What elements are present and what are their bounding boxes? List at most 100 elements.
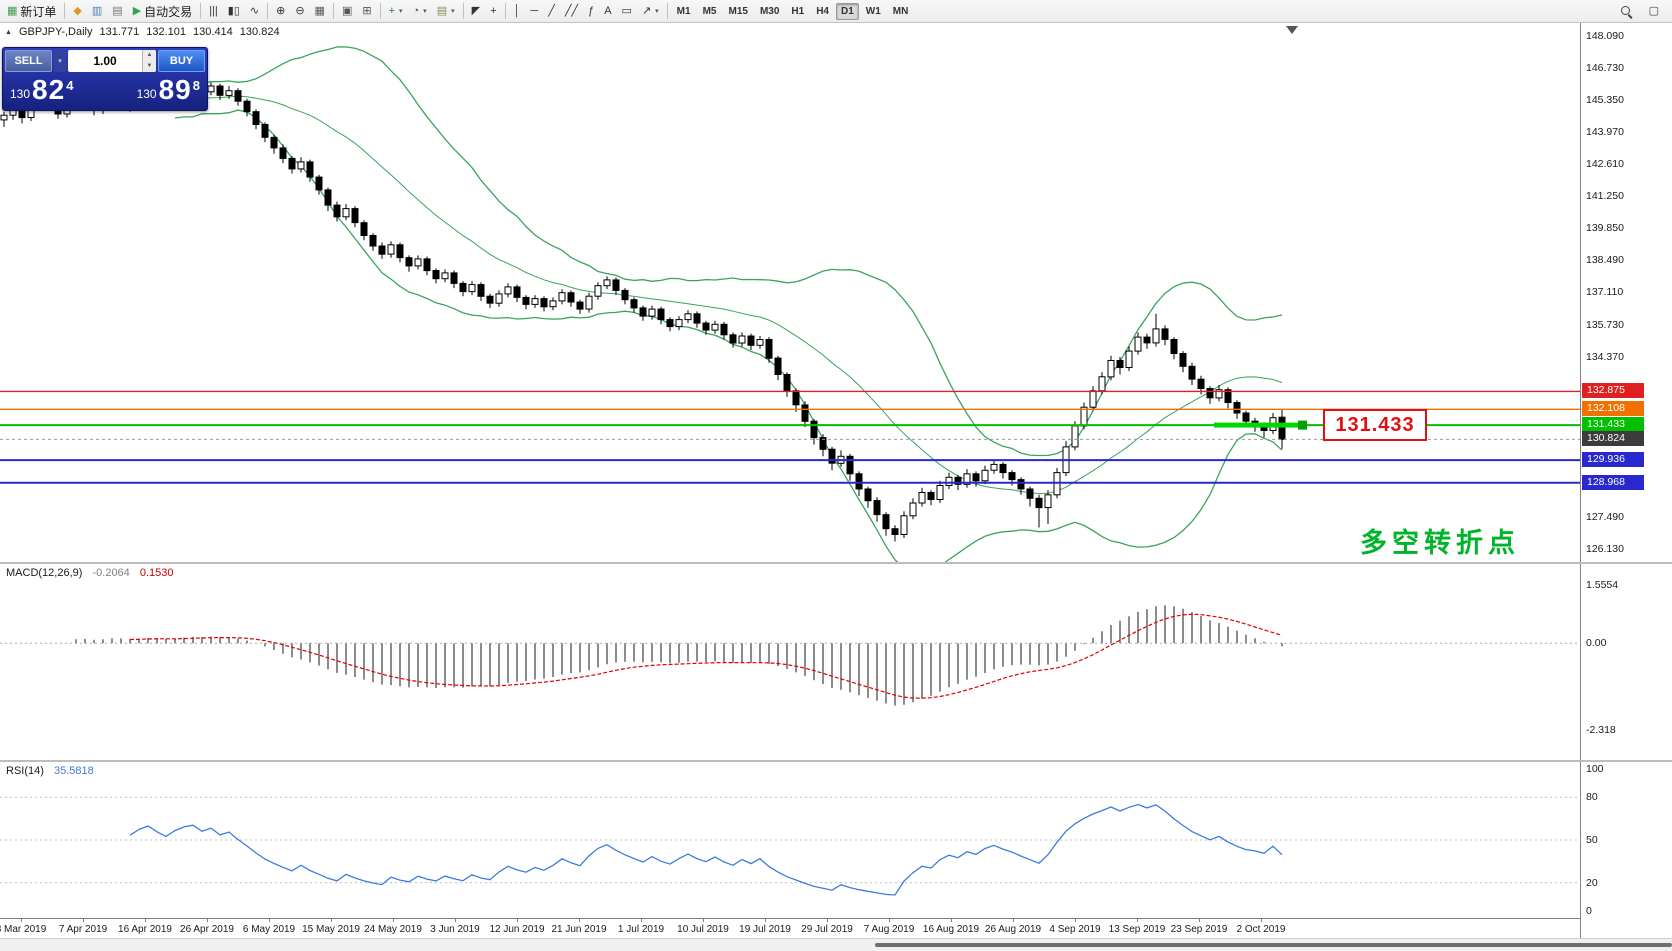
price-badge-132.875: 132.875 <box>1582 383 1644 398</box>
time-label: 16 Aug 2019 <box>922 924 980 935</box>
segment-handle[interactable] <box>1298 420 1307 430</box>
chart-annotation-text[interactable]: 多空转折点 <box>1360 528 1520 558</box>
time-tick <box>455 919 456 922</box>
horizontal-level-lines[interactable] <box>0 390 1580 484</box>
price-badge-129.936: 129.936 <box>1582 452 1644 467</box>
channel-button[interactable]: ╱╱ <box>560 1 583 22</box>
time-tick <box>393 919 394 922</box>
timeframe-h1-button[interactable]: H1 <box>791 5 805 17</box>
candlestick-chart-button[interactable]: ▮▯ <box>223 1 245 22</box>
toolbar-separator <box>267 3 269 19</box>
time-tick <box>1013 919 1014 922</box>
macd-label: MACD(12,26,9) -0.2064 0.1530 <box>6 567 181 579</box>
tile-windows-button[interactable]: ▣ <box>337 1 357 22</box>
volume-value[interactable]: 1.00 <box>93 54 117 68</box>
macd-canvas[interactable] <box>0 564 1580 760</box>
zoom-in-button[interactable]: ⊕ <box>271 1 290 22</box>
zoom-out-button[interactable]: ⊖ <box>290 1 309 22</box>
volume-stepper[interactable]: ▲ ▼ <box>142 50 156 72</box>
navigator-button[interactable]: ▤ <box>107 1 127 22</box>
macd-name: MACD(12,26,9) <box>6 567 83 579</box>
toolbar: ▦ 新订单 ◆ ▥ ▤ ▶ 自动交易 ||| ▮▯ ∿ ⊕ ⊖ ▦ ▣ ⊞ + ▾ ◔ ▾ ▤ ▾ ◤ + │ ─ ╱ ╱╱ ƒ A ▭ ↗… <box>0 0 1672 23</box>
time-axis[interactable]: 8 Mar 2019 7 Apr 2019 16 Apr 2019 26 Apr 20… <box>0 918 1672 939</box>
navigator-icon: ▤ <box>112 4 123 17</box>
scrollbar-thumb[interactable] <box>875 943 1672 947</box>
toolbar-separator <box>666 3 668 19</box>
trendline-icon: ╱ <box>548 4 555 17</box>
price-tick: 126.130 <box>1586 543 1624 555</box>
panel-splitter[interactable] <box>0 760 1672 762</box>
panel-collapse-icon[interactable]: ▲ <box>5 28 12 36</box>
autotrading-button[interactable]: ▶ 自动交易 <box>128 1 197 22</box>
panel-splitter[interactable] <box>0 562 1672 564</box>
buy-price[interactable]: 130 89 8 <box>137 74 200 105</box>
symbol-ohlc-line: ▲ GBPJPY-,Daily 131.771 132.101 130.414 … <box>5 26 287 38</box>
grid-button[interactable]: ▦ <box>310 1 330 22</box>
search-button[interactable] <box>1615 1 1638 22</box>
crosshair-button[interactable]: + <box>485 1 501 22</box>
arrows-button[interactable]: ↗ ▾ <box>637 1 664 22</box>
zoom-in-icon: ⊕ <box>276 4 286 17</box>
periods-button[interactable]: ◔ ▾ <box>408 1 432 22</box>
bar-chart-button[interactable]: ||| <box>204 1 223 22</box>
volume-down-icon[interactable]: ▼ <box>143 61 156 72</box>
timeframe-d1-button[interactable]: D1 <box>835 2 859 20</box>
rsi-scale-tick: 0 <box>1586 905 1592 917</box>
data-window-button[interactable]: ▥ <box>87 1 107 22</box>
price-scale[interactable]: 1.5554 0.00 -2.318 100 80 50 20 0 148.090 146.730… <box>1580 23 1672 938</box>
volume-field[interactable]: 1.00 ▲ ▼ <box>68 50 156 72</box>
macd-scale-tick: 0.00 <box>1586 637 1607 649</box>
sell-price-prefix: 130 <box>10 87 31 101</box>
grid-icon: ▦ <box>314 4 325 17</box>
cursor-button[interactable]: ◤ <box>467 1 485 22</box>
timeframe-h4-button[interactable]: H4 <box>816 5 829 17</box>
volume-up-icon[interactable]: ▲ <box>143 50 156 61</box>
time-tick <box>827 919 828 922</box>
chart-window-button[interactable]: ▢ <box>1644 1 1664 22</box>
timeframe-m5-button[interactable]: M5 <box>702 5 717 17</box>
time-tick <box>703 919 704 922</box>
price-chart-canvas[interactable] <box>0 23 1580 562</box>
line-chart-button[interactable]: ∿ <box>245 1 264 22</box>
timeframe-m15-button[interactable]: M15 <box>728 5 748 17</box>
time-label: 13 Sep 2019 <box>1108 924 1166 935</box>
sell-price[interactable]: 130 82 4 <box>10 74 73 105</box>
search-icon <box>1620 5 1633 18</box>
new-order-button[interactable]: ▦ 新订单 <box>2 1 61 22</box>
templates-button[interactable]: ▤ ▾ <box>432 1 460 22</box>
rsi-name: RSI(14) <box>6 765 44 777</box>
data-window-icon: ▥ <box>91 4 103 17</box>
rsi-scale-tick: 80 <box>1586 791 1598 803</box>
ohlc-low: 130.414 <box>193 26 233 38</box>
time-tick <box>1075 919 1076 922</box>
highlight-segment[interactable] <box>1214 422 1302 428</box>
horizontal-scrollbar[interactable] <box>0 938 1672 951</box>
timeframe-m30-button[interactable]: M30 <box>759 5 780 17</box>
toolbar-separator <box>462 3 464 19</box>
timeframe-m1-button[interactable]: M1 <box>676 5 691 17</box>
chart-shift-marker[interactable] <box>1286 26 1298 34</box>
horizontal-line-button[interactable]: ─ <box>525 1 543 22</box>
label-button[interactable]: ▭ <box>617 1 637 22</box>
sell-options-caret[interactable]: ▾ <box>54 50 66 72</box>
trendline-button[interactable]: ╱ <box>543 1 560 22</box>
rsi-canvas[interactable] <box>0 762 1580 918</box>
price-tick: 138.490 <box>1586 254 1624 266</box>
horizontal-line-icon: ─ <box>530 4 539 17</box>
new-order-button-label: 新订单 <box>20 4 57 19</box>
indicators-button[interactable]: + ▾ <box>384 1 408 22</box>
time-tick <box>1199 919 1200 922</box>
price-tick: 143.970 <box>1586 126 1624 138</box>
time-tick <box>269 919 270 922</box>
time-label: 8 Mar 2019 <box>0 924 47 935</box>
timeframe-w1-button[interactable]: W1 <box>865 5 881 17</box>
cascade-windows-button[interactable]: ⊞ <box>357 1 376 22</box>
vertical-line-button[interactable]: │ <box>509 1 526 22</box>
sell-button[interactable]: SELL <box>5 50 52 72</box>
price-tick: 139.850 <box>1586 222 1624 234</box>
fibonacci-button[interactable]: ƒ <box>583 1 599 22</box>
market-watch-button[interactable]: ◆ <box>68 1 86 22</box>
buy-button[interactable]: BUY <box>158 50 205 72</box>
text-button[interactable]: A <box>599 1 616 22</box>
timeframe-mn-button[interactable]: MN <box>892 5 909 17</box>
